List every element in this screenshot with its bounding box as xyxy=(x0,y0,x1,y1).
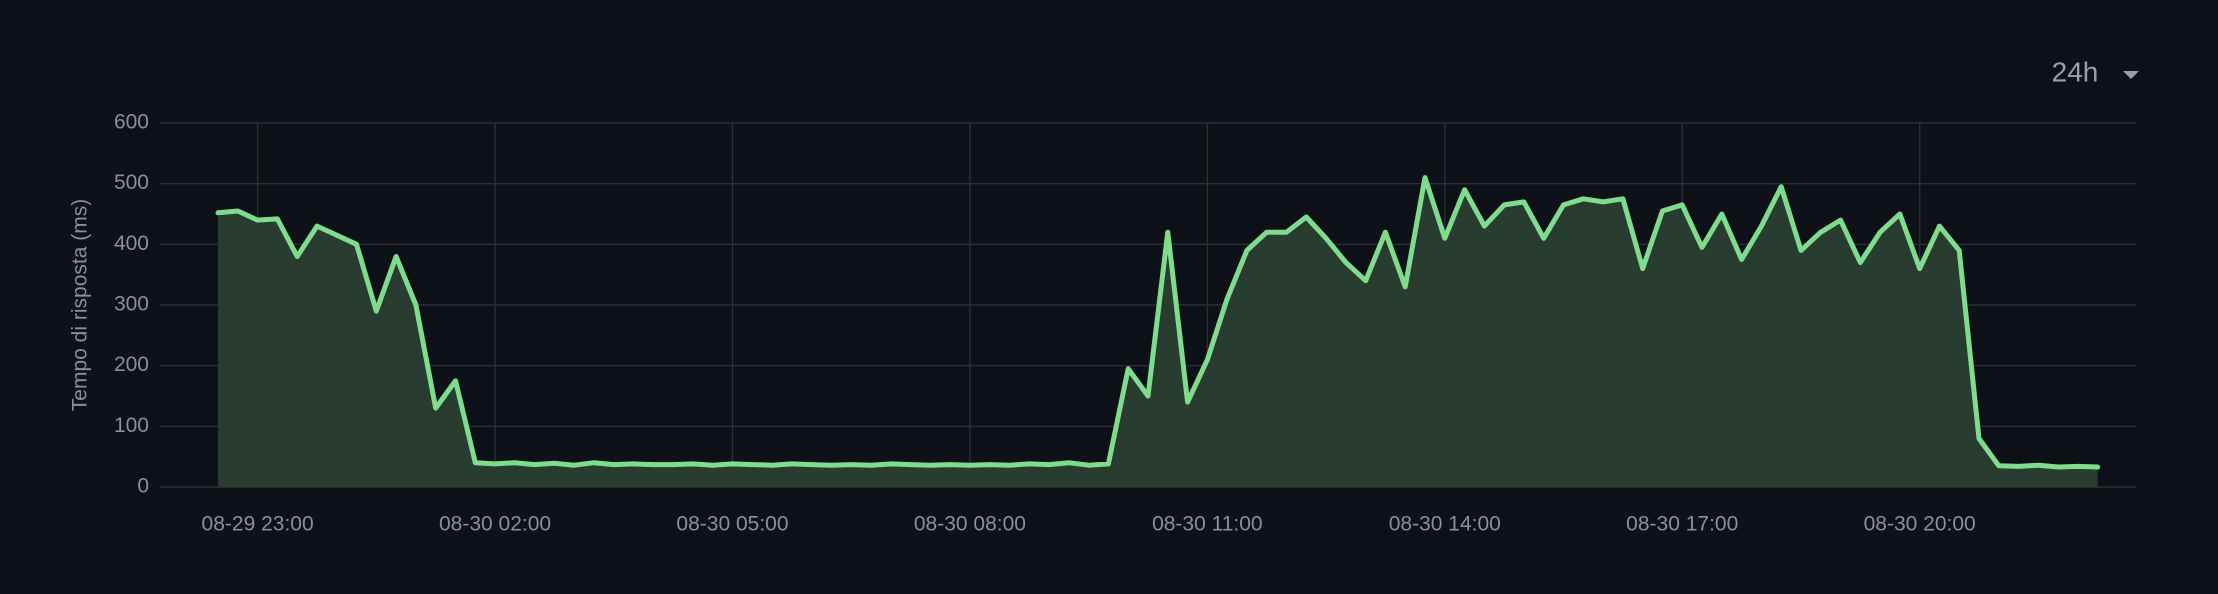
y-tick-label: 200 xyxy=(114,353,149,376)
x-tick-label: 08-30 05:00 xyxy=(676,513,788,536)
x-tick-label: 08-30 20:00 xyxy=(1864,513,1976,536)
y-tick-label: 300 xyxy=(114,293,149,316)
y-tick-label: 600 xyxy=(114,111,149,134)
y-tick-label: 0 xyxy=(137,475,149,498)
range-selector[interactable]: 24h xyxy=(2052,56,2139,87)
range-selector-label[interactable]: 24h xyxy=(2052,56,2099,87)
y-tick-label: 400 xyxy=(114,232,149,255)
y-tick-label: 100 xyxy=(114,414,149,437)
x-tick-label: 08-30 17:00 xyxy=(1626,513,1738,536)
x-tick-label: 08-29 23:00 xyxy=(202,513,314,536)
x-tick-label: 08-30 02:00 xyxy=(439,513,551,536)
x-tick-label: 08-30 14:00 xyxy=(1389,513,1501,536)
x-tick-label: 08-30 08:00 xyxy=(914,513,1026,536)
x-tick-label: 08-30 11:00 xyxy=(1152,513,1263,536)
y-axis-label: Tempo di risposta (ms) xyxy=(69,199,92,411)
line xyxy=(215,175,2101,470)
dropdown-caret[interactable] xyxy=(2123,71,2139,79)
y-tick-label: 500 xyxy=(114,171,149,194)
